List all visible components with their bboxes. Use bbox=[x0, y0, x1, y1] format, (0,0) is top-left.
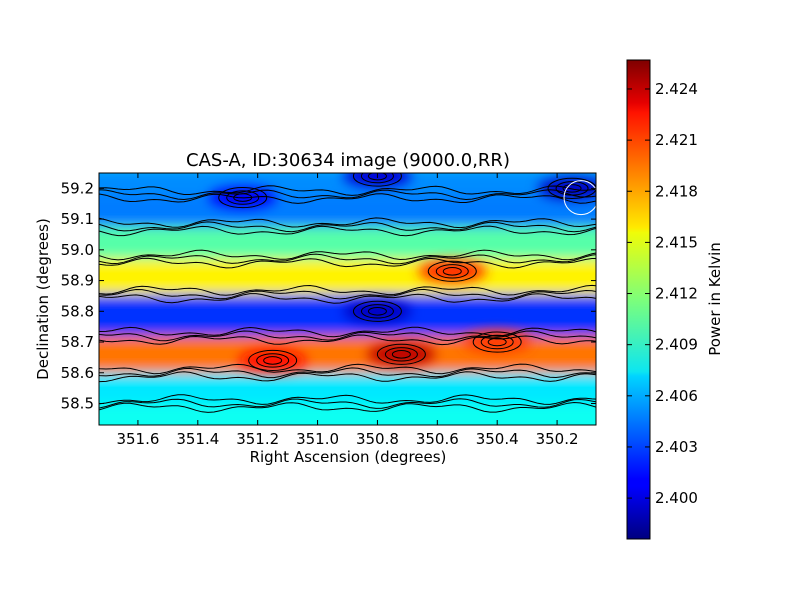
chart-title: CAS-A, ID:30634 image (9000.0,RR) bbox=[186, 150, 510, 171]
heatmap-feature bbox=[367, 343, 436, 366]
contour-ring bbox=[562, 184, 582, 193]
contour-line bbox=[99, 253, 596, 265]
contour-line bbox=[99, 401, 596, 413]
y-tick-label: 59.0 bbox=[61, 241, 94, 259]
heatmap-image bbox=[99, 173, 596, 425]
colorbar-tick-label: 2.418 bbox=[655, 182, 698, 200]
contour-ring bbox=[376, 343, 426, 365]
contour-ring bbox=[360, 173, 394, 184]
y-tick-label: 58.8 bbox=[61, 302, 94, 320]
contour-ring bbox=[352, 300, 402, 322]
contour-line bbox=[99, 249, 596, 261]
heatmap-band bbox=[99, 403, 596, 425]
x-tick-label: 351.2 bbox=[236, 430, 279, 448]
colorbar-tick-label: 2.403 bbox=[655, 438, 698, 456]
contour-ring bbox=[233, 193, 253, 202]
x-tick-label: 350.6 bbox=[416, 430, 459, 448]
contour-ring bbox=[367, 307, 387, 316]
colorbar-tick-label: 2.424 bbox=[655, 80, 698, 98]
contour-line bbox=[99, 398, 596, 409]
colorbar-tick-label: 2.421 bbox=[655, 131, 698, 149]
y-tick-label: 59.2 bbox=[61, 179, 94, 197]
contour-line bbox=[99, 371, 596, 383]
contour-ring bbox=[226, 190, 260, 205]
heatmap-band bbox=[99, 194, 596, 227]
heatmap-band bbox=[99, 372, 596, 404]
contour-line bbox=[99, 217, 596, 229]
contour-ring bbox=[263, 356, 283, 365]
contour-ring bbox=[555, 181, 589, 196]
contour-line bbox=[99, 363, 596, 375]
contour-line bbox=[99, 225, 596, 237]
contour-line bbox=[99, 293, 596, 304]
contour-ring bbox=[427, 260, 477, 282]
contour-line bbox=[99, 221, 596, 233]
contour-line bbox=[99, 288, 596, 300]
x-axis-label: Right Ascension (degrees) bbox=[250, 448, 447, 466]
contour-ring bbox=[487, 337, 507, 347]
contour-ring bbox=[442, 267, 462, 276]
contour-ring bbox=[218, 187, 268, 209]
heatmap-feature bbox=[343, 300, 412, 323]
contour-line bbox=[99, 394, 596, 405]
y-axis-label: Declination (degrees) bbox=[34, 218, 52, 380]
contour-line bbox=[99, 185, 596, 196]
beam-circle bbox=[563, 180, 596, 216]
y-tick-label: 58.5 bbox=[61, 394, 94, 412]
contour-line bbox=[99, 326, 596, 338]
heatmap-feature bbox=[238, 349, 307, 372]
colorbar-tick-label: 2.400 bbox=[655, 489, 698, 507]
contour-line bbox=[99, 330, 596, 342]
colorbar-label: Power in Kelvin bbox=[706, 242, 724, 356]
contour-ring bbox=[480, 334, 514, 350]
x-tick-label: 350.4 bbox=[476, 430, 519, 448]
y-tick-label: 59.1 bbox=[61, 210, 94, 228]
contour-ring bbox=[256, 353, 290, 368]
y-tick-label: 58.7 bbox=[61, 333, 94, 351]
contour-ring bbox=[435, 264, 469, 279]
colorbar-tick-label: 2.415 bbox=[655, 233, 698, 251]
contour-ring bbox=[472, 331, 522, 353]
contour-ring bbox=[248, 349, 298, 372]
heatmap-band bbox=[99, 335, 596, 373]
x-tick-label: 350.8 bbox=[356, 430, 399, 448]
colorbar bbox=[626, 59, 651, 540]
contour-ring bbox=[384, 347, 418, 362]
contour-line bbox=[99, 334, 596, 346]
x-tick-label: 350.2 bbox=[536, 430, 579, 448]
contour-ring bbox=[547, 177, 596, 199]
colorbar-tick-label: 2.406 bbox=[655, 387, 698, 405]
colorbar-tick-label: 2.412 bbox=[655, 285, 698, 303]
x-tick-label: 351.0 bbox=[296, 430, 339, 448]
y-tick-label: 58.6 bbox=[61, 364, 94, 382]
contour-ring bbox=[360, 304, 394, 319]
x-tick-label: 351.6 bbox=[116, 430, 159, 448]
contour-line bbox=[99, 367, 596, 379]
contour-line bbox=[99, 257, 596, 269]
contour-ring bbox=[367, 173, 387, 181]
plot-frame bbox=[98, 172, 597, 426]
contour-line bbox=[99, 284, 596, 296]
contour-ring bbox=[391, 350, 411, 359]
contour-line bbox=[99, 193, 596, 204]
contour-line bbox=[99, 189, 596, 201]
y-tick-label: 58.9 bbox=[61, 272, 94, 290]
heatmap-feature bbox=[418, 260, 487, 283]
x-tick-label: 351.4 bbox=[176, 430, 219, 448]
colorbar-tick-label: 2.409 bbox=[655, 336, 698, 354]
contour-ring bbox=[352, 173, 402, 187]
